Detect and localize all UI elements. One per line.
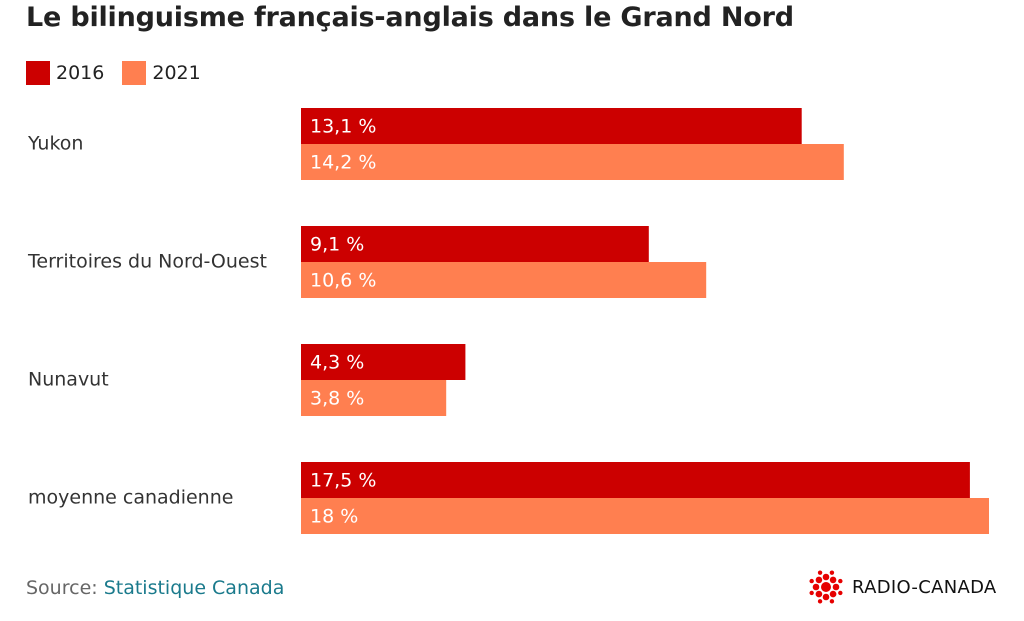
category-label-yukon: Yukon xyxy=(27,133,83,155)
radio-canada-gem-icon xyxy=(809,570,843,604)
source-prefix: Source: xyxy=(26,577,104,599)
legend-label-2016: 2016 xyxy=(56,62,105,84)
bar-territoires-du-nord-ouest-2021 xyxy=(301,262,707,298)
category-label-moyenne-canadienne: moyenne canadienne xyxy=(28,487,233,509)
data-label-nunavut-2021: 3,8 % xyxy=(310,388,364,410)
brand-name: RADIO-CANADA xyxy=(852,576,997,598)
bar-territoires-du-nord-ouest-2016 xyxy=(301,226,649,262)
bar-moyenne-canadienne-2021 xyxy=(301,498,989,534)
data-label-nunavut-2016: 4,3 % xyxy=(310,352,364,374)
chart-title: Le bilinguisme français-anglais dans le … xyxy=(26,2,794,33)
bar-moyenne-canadienne-2016 xyxy=(301,462,970,498)
brand: RADIO-CANADA xyxy=(808,567,997,607)
legend-label-2021: 2021 xyxy=(152,62,201,84)
category-label-territoires-du-nord-ouest: Territoires du Nord-Ouest xyxy=(27,251,267,273)
legend-item-2016: 2016 xyxy=(26,61,104,85)
data-label-yukon-2021: 14,2 % xyxy=(310,152,376,174)
data-label-moyenne-canadienne-2016: 17,5 % xyxy=(310,470,376,492)
source-link[interactable]: Statistique Canada xyxy=(103,577,285,599)
bar-yukon-2021 xyxy=(301,144,844,180)
legend-swatch-2021 xyxy=(122,61,147,85)
legend-item-2021: 2021 xyxy=(122,61,201,85)
bar-chart: Yukon 13,1 % 14,2 % Territoires du Nord-Oue… xyxy=(27,108,989,534)
bar-yukon-2016 xyxy=(301,108,802,144)
data-label-yukon-2016: 13,1 % xyxy=(310,116,376,138)
data-label-moyenne-canadienne-2021: 18 % xyxy=(310,506,358,528)
category-label-nunavut: Nunavut xyxy=(28,369,109,391)
bar-nunavut-2021 xyxy=(301,380,447,416)
source-note: Source: Statistique Canada xyxy=(26,577,284,599)
data-label-territoires-du-nord-ouest-2021: 10,6 % xyxy=(310,270,376,292)
data-label-territoires-du-nord-ouest-2016: 9,1 % xyxy=(310,234,364,256)
legend-swatch-2016 xyxy=(26,61,50,85)
chart-legend: 2016 2021 xyxy=(26,60,219,86)
bar-nunavut-2016 xyxy=(301,344,466,380)
